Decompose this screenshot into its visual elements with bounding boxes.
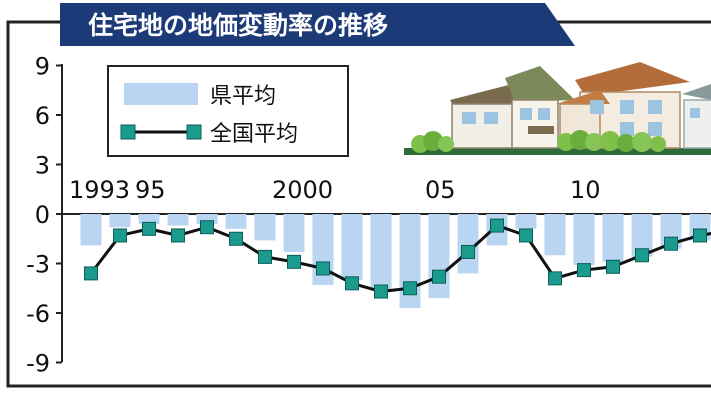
y-tick-label: 6 xyxy=(35,102,50,130)
bar-2012 xyxy=(631,214,653,257)
point-2011 xyxy=(606,259,620,274)
x-tick-label: 95 xyxy=(135,176,166,204)
bar-1994 xyxy=(109,214,131,228)
point-2009 xyxy=(548,271,562,286)
point-2012 xyxy=(635,248,649,263)
x-tick-label: 1993 xyxy=(69,176,130,204)
legend-swatch-marker-left xyxy=(120,124,136,140)
y-tick-label: -6 xyxy=(26,300,50,328)
bar-2011 xyxy=(602,214,624,262)
bar-1996 xyxy=(167,214,189,226)
point-1999 xyxy=(258,249,272,264)
x-tick-label: 05 xyxy=(425,176,456,204)
legend-label-bar: 県平均 xyxy=(210,84,276,109)
point-2000 xyxy=(287,254,301,269)
point-2008 xyxy=(519,228,533,243)
point-2003 xyxy=(374,284,388,299)
x-tick-label: 2000 xyxy=(272,176,333,204)
point-2007 xyxy=(490,218,504,233)
legend-swatch-bar xyxy=(124,83,198,105)
bar-1997 xyxy=(196,214,218,224)
x-tick-label: 10 xyxy=(570,176,601,204)
point-2001 xyxy=(316,261,330,276)
bar-2009 xyxy=(544,214,566,256)
y-ticks: 9 6 3 0 -3 -6 -9 xyxy=(26,53,62,378)
chart-title: 住宅地の地価変動率の推移 xyxy=(88,11,388,40)
bar-2000 xyxy=(283,214,305,252)
point-1995 xyxy=(142,221,156,236)
point-1996 xyxy=(171,228,185,243)
y-tick-label: 3 xyxy=(35,152,50,180)
bar-2003 xyxy=(370,214,392,290)
point-1994 xyxy=(113,228,127,243)
point-2014 xyxy=(693,228,707,243)
point-2013 xyxy=(664,236,678,251)
point-1998 xyxy=(229,231,243,246)
line-series xyxy=(84,218,711,299)
legend-label-line: 全国平均 xyxy=(210,122,298,147)
bar-1998 xyxy=(225,214,247,229)
houses-illustration xyxy=(404,62,711,155)
point-1997 xyxy=(200,220,214,235)
bar-1993 xyxy=(80,214,102,246)
y-tick-label: 9 xyxy=(35,53,50,81)
point-2006 xyxy=(461,244,475,259)
point-2004 xyxy=(403,281,417,296)
title-banner: 住宅地の地価変動率の推移 xyxy=(60,3,575,46)
y-tick-label: 0 xyxy=(35,201,50,229)
bar-1999 xyxy=(254,214,276,241)
point-1993 xyxy=(84,266,98,281)
bar-2010 xyxy=(573,214,595,266)
bar-1995 xyxy=(138,214,160,224)
point-2005 xyxy=(432,269,446,284)
point-2010 xyxy=(577,263,591,278)
y-tick-label: -3 xyxy=(26,251,50,279)
y-tick-label: -9 xyxy=(26,350,50,378)
point-2002 xyxy=(345,276,359,291)
legend-swatch-marker-right xyxy=(186,124,202,140)
bar-2005 xyxy=(428,214,450,299)
bar-2008 xyxy=(515,214,537,229)
legend: 県平均 全国平均 xyxy=(107,65,349,157)
x-labels: 1993 95 2000 05 10 xyxy=(69,176,601,204)
legend-box xyxy=(107,65,349,157)
bar-2002 xyxy=(341,214,363,280)
